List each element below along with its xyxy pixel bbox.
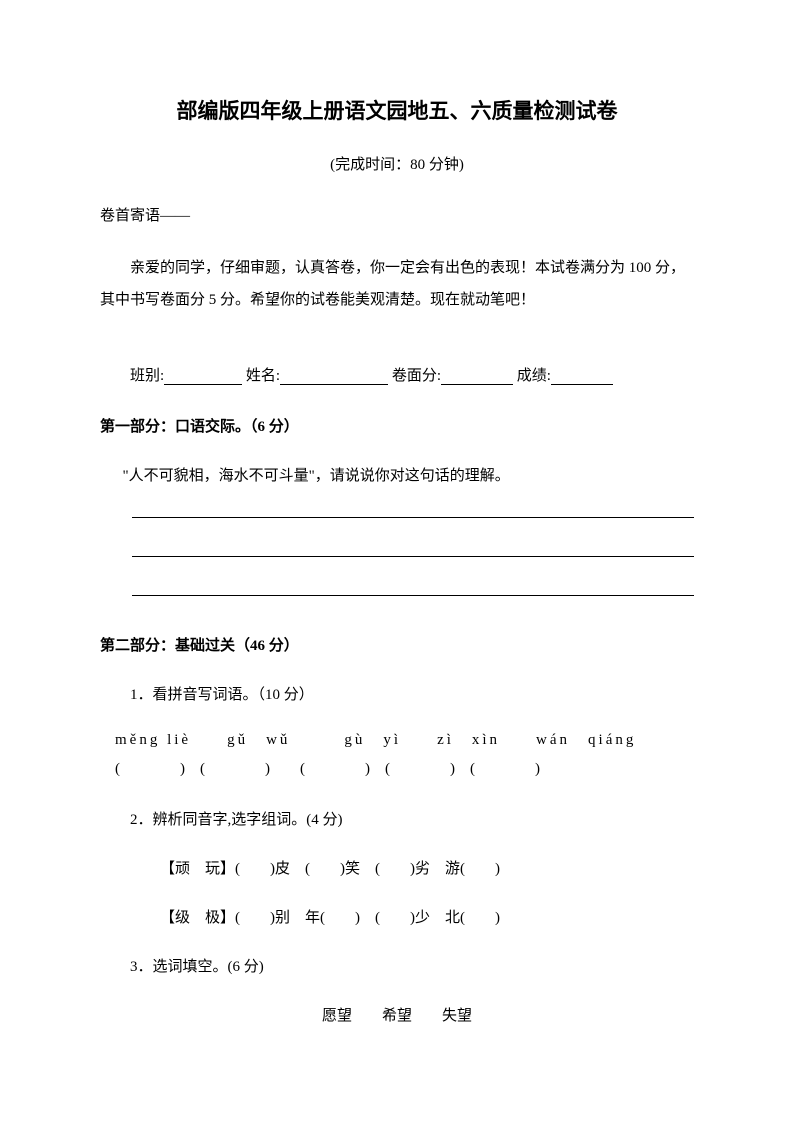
q3-options: 愿望 希望 失望 <box>100 1004 694 1025</box>
q2-line2: 【级 极】( )别 年( ) ( )少 北( ) <box>100 906 694 927</box>
q1-label: 1．看拼音写词语。（10 分） <box>100 683 694 704</box>
exam-title: 部编版四年级上册语文园地五、六质量检测试卷 <box>100 95 694 125</box>
student-info-row: 班别: 姓名: 卷面分: 成绩: <box>100 364 694 385</box>
q2-line1: 【顽 玩】( )皮 ( )笑 ( )劣 游( ) <box>100 857 694 878</box>
score-label: 成绩: <box>517 368 551 384</box>
preface-text: 亲爱的同学，仔细审题，认真答卷，你一定会有出色的表现！本试卷满分为 100 分，… <box>100 253 694 316</box>
answer-line-2 <box>132 556 694 557</box>
q1-pinyin: měng liè gǔ wǔ gù yì zì xìn wán qiáng <box>100 732 694 749</box>
q1-parens: ( ) ( ) ( ) ( ) ( ) <box>100 761 694 778</box>
answer-line-3 <box>132 595 694 596</box>
answer-line-1 <box>132 517 694 518</box>
section1-question: "人不可貌相，海水不可斗量"，请说说你对这句话的理解。 <box>100 464 694 485</box>
q3-label: 3．选词填空。(6 分) <box>100 955 694 976</box>
q2-label: 2．辨析同音字,选字组词。(4 分) <box>100 808 694 829</box>
surface-score-label: 卷面分: <box>392 368 441 384</box>
name-label: 姓名: <box>246 368 280 384</box>
class-label: 班别: <box>130 368 164 384</box>
exam-subtitle: (完成时间：80 分钟) <box>100 153 694 174</box>
section1-header: 第一部分：口语交际。（6 分） <box>100 415 694 436</box>
section2-header: 第二部分：基础过关（46 分） <box>100 634 694 655</box>
preface-label: 卷首寄语—— <box>100 204 694 225</box>
